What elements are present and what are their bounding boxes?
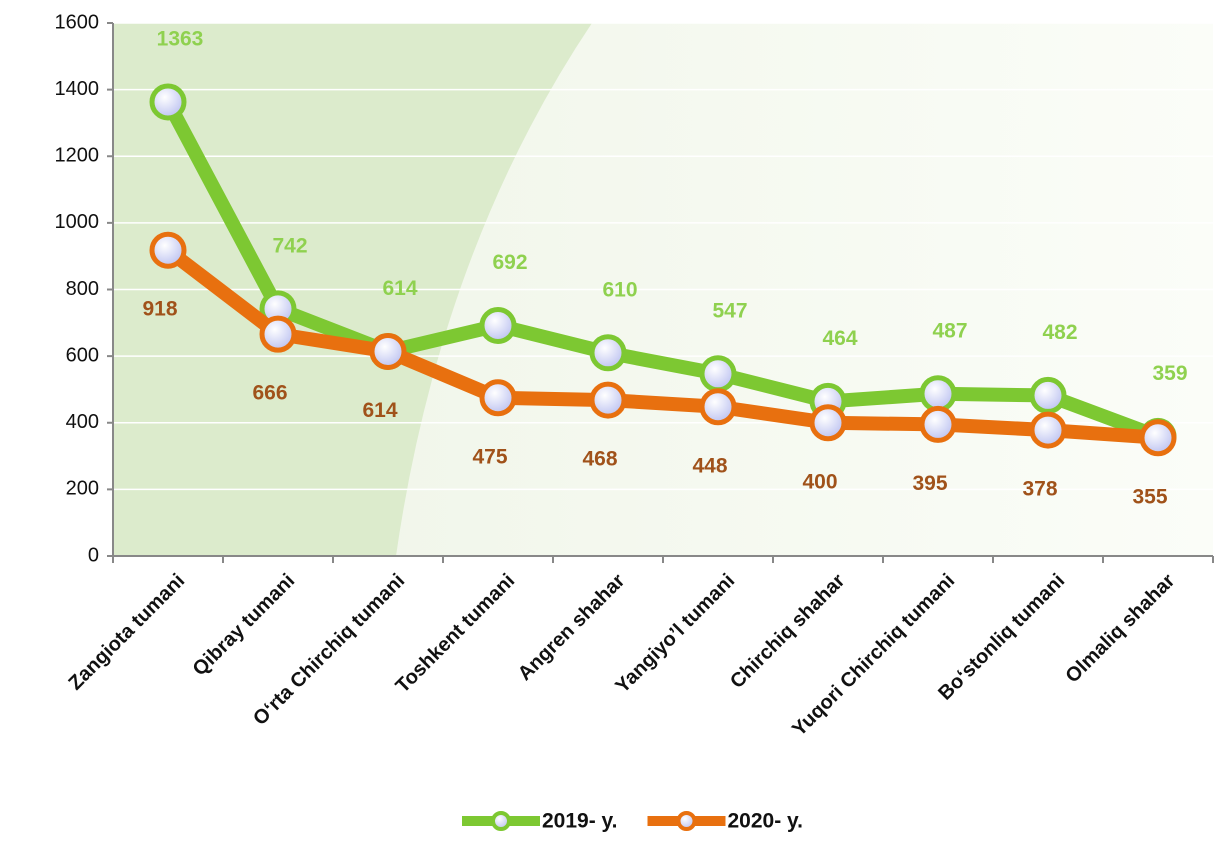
data-label: 692 xyxy=(492,251,527,274)
y-tick-label: 800 xyxy=(66,278,99,300)
x-tick-label: Angren shahar xyxy=(514,570,630,686)
marker xyxy=(919,405,957,443)
y-tick-label: 1200 xyxy=(55,145,100,167)
y-tick-label: 600 xyxy=(66,344,99,366)
data-label: 742 xyxy=(272,234,307,257)
marker xyxy=(369,332,407,370)
data-label: 359 xyxy=(1152,362,1187,385)
marker xyxy=(699,388,737,426)
legend-marker xyxy=(676,811,697,831)
y-tick-label: 0 xyxy=(88,544,99,566)
data-label: 1363 xyxy=(157,27,204,50)
x-tick-label: Chirchiq shahar xyxy=(726,570,849,693)
y-tick-label: 1600 xyxy=(55,11,100,33)
data-label: 482 xyxy=(1042,321,1077,344)
data-label: 378 xyxy=(1022,478,1057,501)
data-label: 448 xyxy=(692,454,727,477)
series-line xyxy=(163,244,1159,445)
data-label: 614 xyxy=(382,277,417,300)
marker xyxy=(809,404,847,442)
marker xyxy=(149,83,187,121)
legend-marker xyxy=(491,811,511,831)
marker xyxy=(259,315,297,353)
y-tick-label: 400 xyxy=(66,411,99,433)
marker xyxy=(1029,411,1067,449)
x-tick-label: Qibray tumani xyxy=(189,570,300,681)
x-tick-label: Zangiota tumani xyxy=(64,570,189,695)
legend-label: 2019- y. xyxy=(542,810,618,833)
y-tick-label: 200 xyxy=(66,478,99,500)
data-label: 400 xyxy=(802,470,837,493)
data-label: 666 xyxy=(252,382,287,405)
data-label: 547 xyxy=(712,299,747,322)
marker xyxy=(479,306,517,344)
y-tick-label: 1000 xyxy=(55,211,100,233)
x-tick-label: Toshkent tumani xyxy=(392,570,520,698)
data-label: 468 xyxy=(582,448,617,471)
data-label: 918 xyxy=(142,298,177,321)
data-label: 610 xyxy=(602,278,637,301)
data-label: 614 xyxy=(362,399,397,422)
data-label: 464 xyxy=(822,327,857,350)
marker xyxy=(1139,419,1177,457)
marker xyxy=(589,334,627,372)
marker xyxy=(919,375,957,413)
x-tick-label: Olmaliq shahar xyxy=(1062,570,1180,688)
data-label: 487 xyxy=(932,319,967,342)
y-tick-label: 1400 xyxy=(55,78,100,100)
x-tick-label: Yangiyo’l tumani xyxy=(611,570,739,698)
marker xyxy=(589,381,627,419)
legend-label: 2020- y. xyxy=(728,810,804,833)
marker xyxy=(479,379,517,417)
marker xyxy=(1029,376,1067,414)
marker xyxy=(149,231,187,269)
data-label: 395 xyxy=(912,472,947,495)
data-label: 355 xyxy=(1132,485,1167,508)
marker xyxy=(699,355,737,393)
series-line xyxy=(161,98,1161,443)
data-label: 475 xyxy=(472,445,507,468)
